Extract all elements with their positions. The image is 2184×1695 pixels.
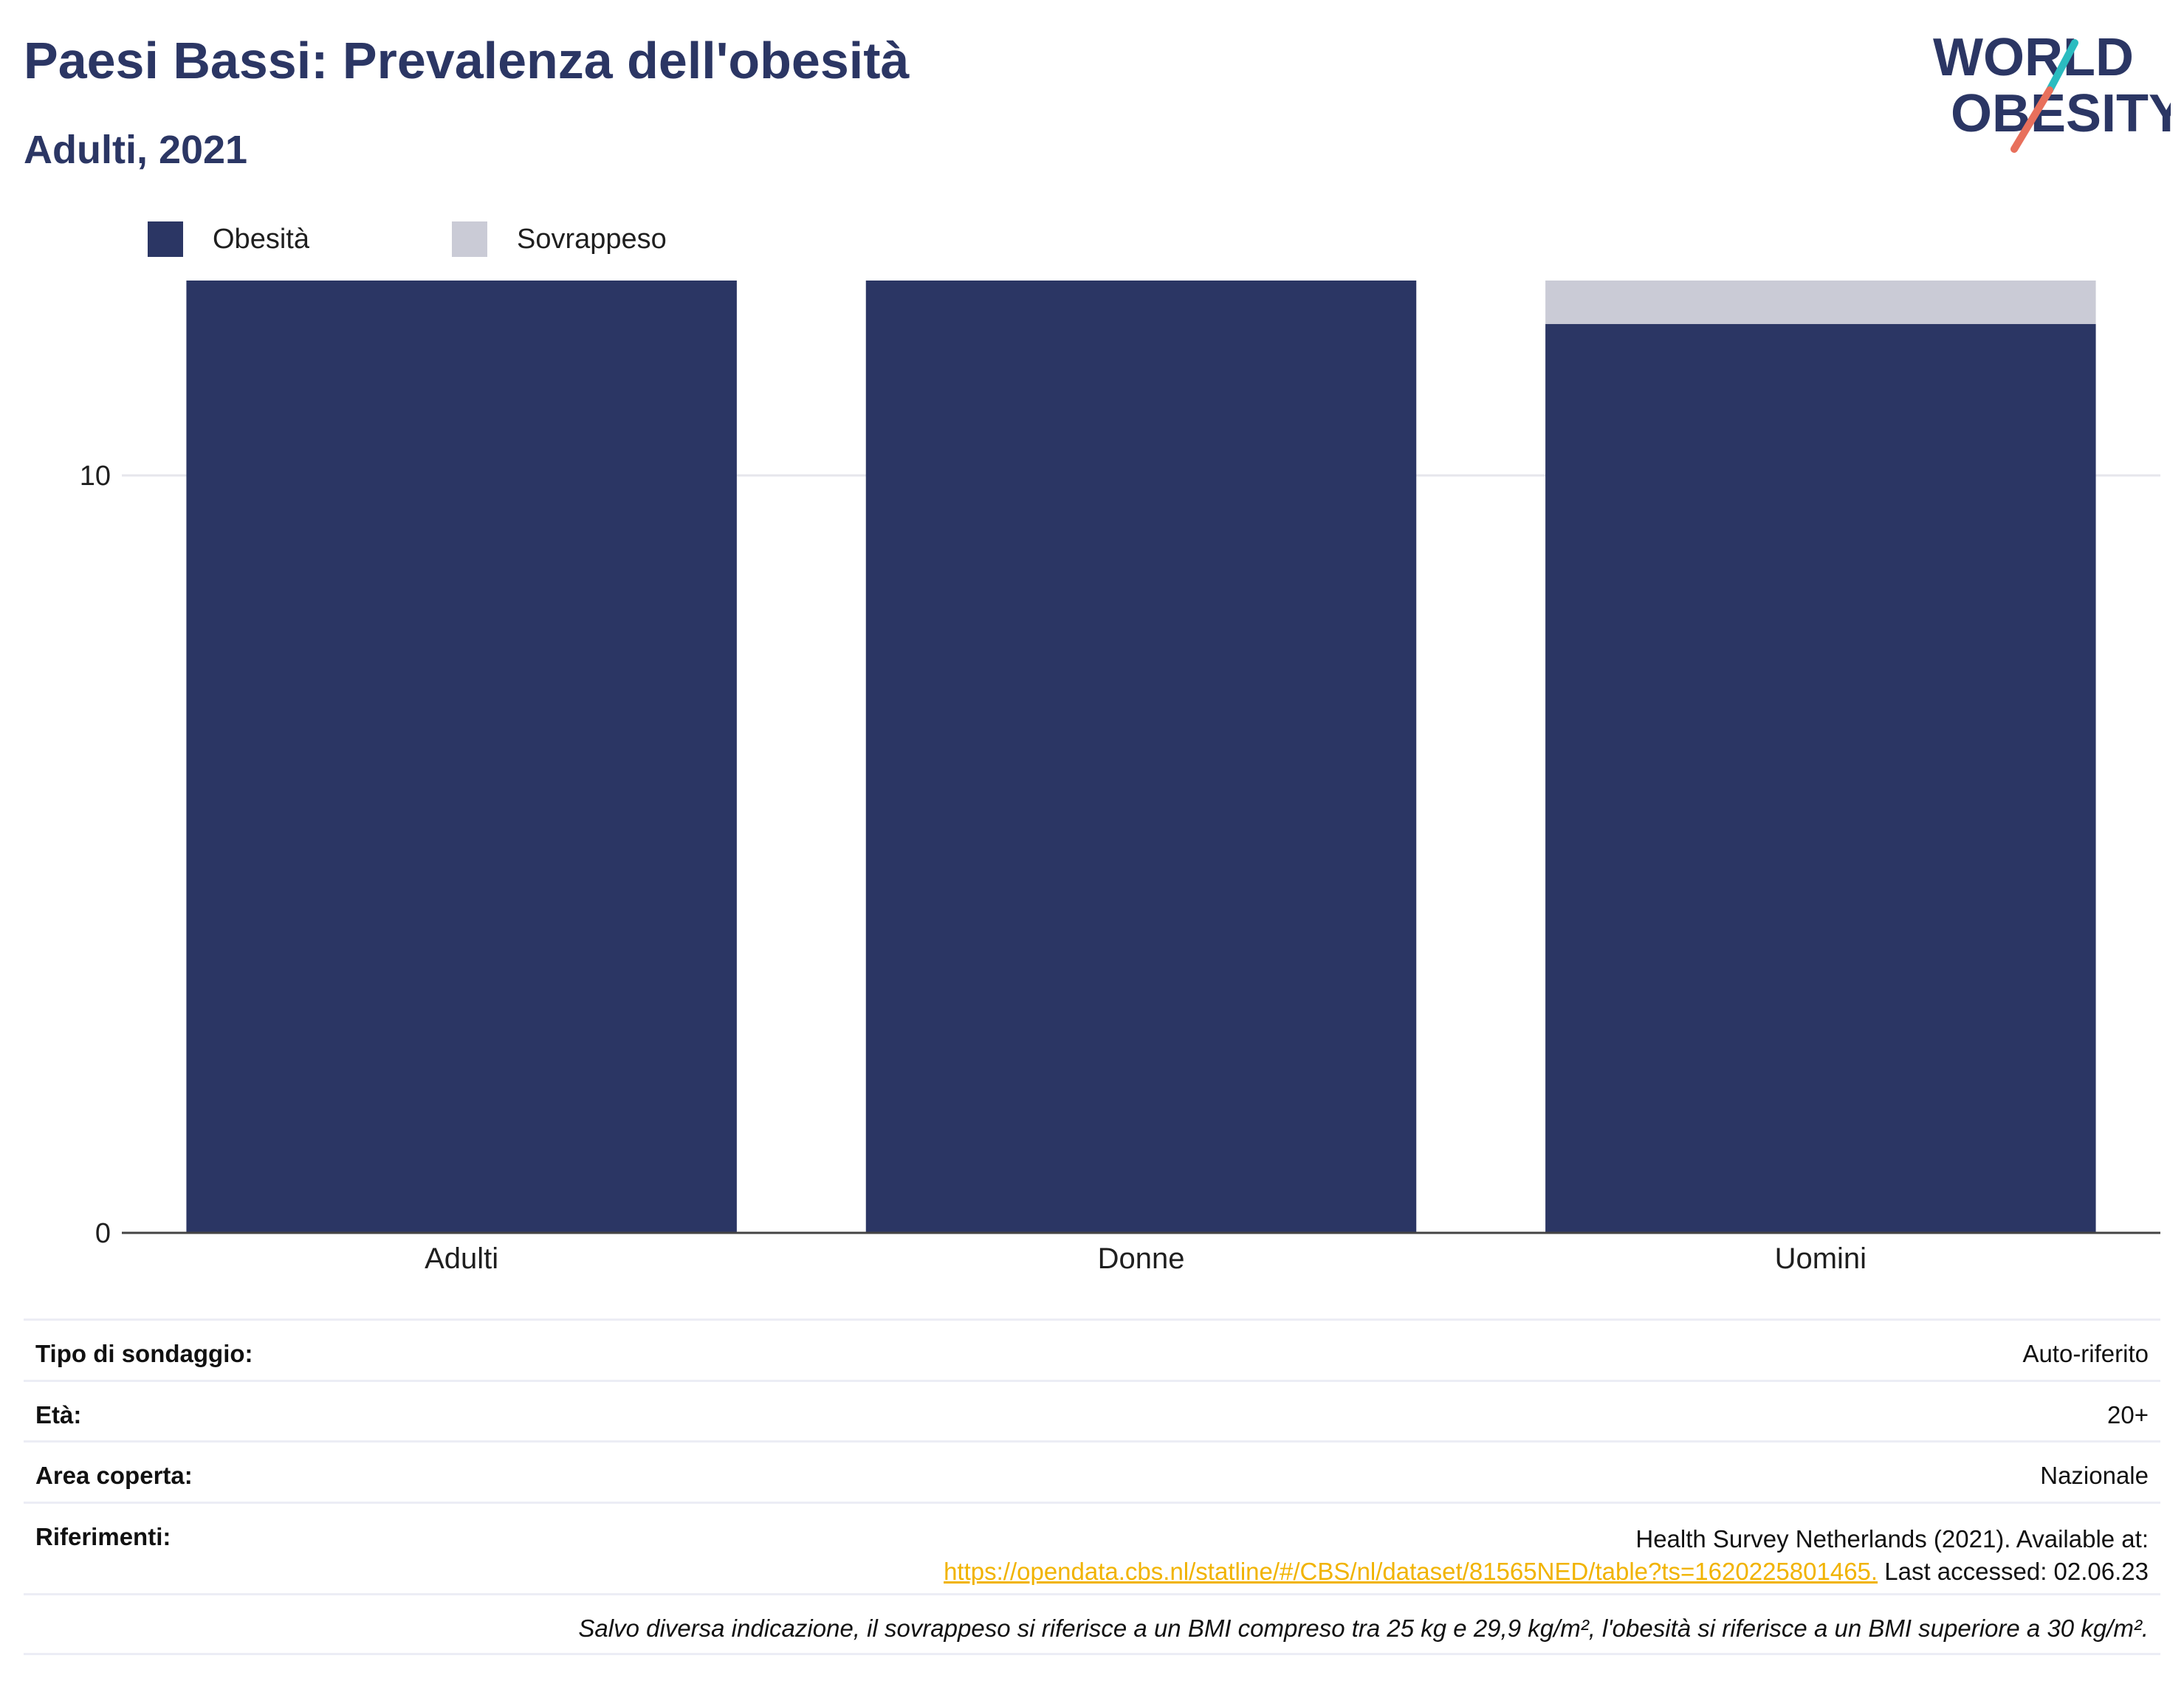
legend-swatch-sovrappeso — [452, 221, 487, 257]
world-obesity-logo: WORLD OBESITY — [1933, 28, 2171, 153]
info-row-references: Riferimenti: Health Survey Netherlands (… — [24, 1502, 2160, 1593]
references-source: Health Survey Netherlands (2021). Availa… — [1635, 1525, 2149, 1553]
logo-slash-teal — [2046, 39, 2078, 94]
references-link-line: https://opendata.cbs.nl/statline/#/CBS/n… — [944, 1555, 2149, 1588]
references-accessed: Last accessed: 02.06.23 — [1878, 1558, 2149, 1585]
bar-sovrappeso-uomini — [1545, 281, 2096, 324]
area-label: Area coperta: — [35, 1462, 193, 1489]
info-row-age: Età: 20+ — [24, 1380, 2160, 1440]
info-row-survey-type: Tipo di sondaggio: Auto-riferito — [24, 1318, 2160, 1380]
survey-type-value: Auto-riferito — [2022, 1340, 2149, 1367]
legend-label-sovrappeso: Sovrappeso — [517, 223, 667, 255]
legend-item-sovrappeso[interactable]: Sovrappeso — [452, 219, 667, 260]
x-tick-label: Donne — [1098, 1242, 1185, 1275]
info-row-area: Area coperta: Nazionale — [24, 1440, 2160, 1502]
page-title: Paesi Bassi: Prevalenza dell'obesità — [24, 32, 910, 89]
bar-obesit-adulti — [186, 281, 737, 1233]
legend-item-obesita[interactable]: Obesità — [148, 219, 309, 260]
references-value: Health Survey Netherlands (2021). Availa… — [944, 1523, 2149, 1588]
page-subtitle: Adulti, 2021 — [24, 128, 248, 172]
x-tick-label: Uomini — [1775, 1242, 1867, 1275]
references-link[interactable]: https://opendata.cbs.nl/statline/#/CBS/n… — [944, 1558, 1878, 1585]
age-value: 20+ — [2107, 1401, 2149, 1428]
legend-label-obesita: Obesità — [213, 223, 309, 255]
y-tick-label: 10 — [80, 461, 111, 492]
info-row-note: Salvo diversa indicazione, il sovrappeso… — [24, 1593, 2160, 1655]
bar-obesit-uomini — [1545, 323, 2096, 1233]
survey-info-table: Tipo di sondaggio: Auto-riferito Età: 20… — [24, 1318, 2160, 1655]
bmi-definition-note: Salvo diversa indicazione, il sovrappeso… — [578, 1615, 2149, 1642]
bar-obesit-donne — [865, 281, 1417, 1233]
area-value: Nazionale — [2040, 1462, 2149, 1489]
logo-text-obesity: OBESITY — [1951, 84, 2171, 143]
x-tick-label: Adulti — [425, 1242, 498, 1275]
age-label: Età: — [35, 1401, 82, 1428]
survey-type-label: Tipo di sondaggio: — [35, 1340, 253, 1367]
y-tick-label: 0 — [95, 1218, 111, 1249]
references-label: Riferimenti: — [35, 1523, 171, 1550]
logo-slash-coral — [2010, 86, 2053, 153]
logo-text-world: WORLD — [1933, 28, 2134, 87]
legend-swatch-obesita — [148, 221, 183, 257]
